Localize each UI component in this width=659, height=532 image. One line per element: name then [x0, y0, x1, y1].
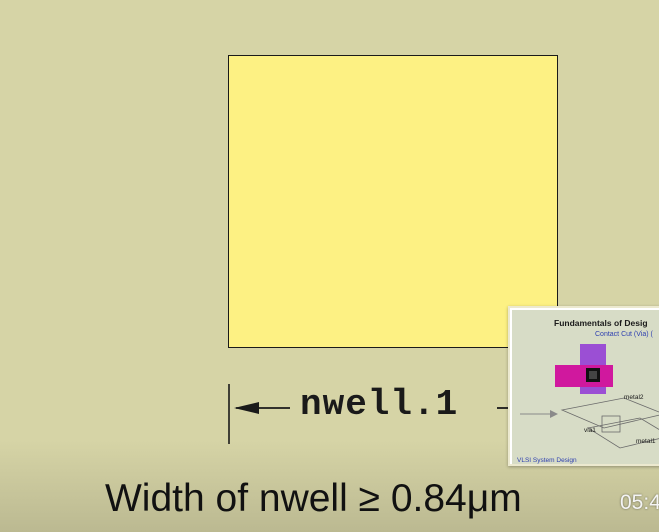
via-contact-inner	[589, 371, 597, 379]
thumbnail-label-via1: via1	[584, 427, 596, 434]
video-timestamp: 05:4	[620, 491, 659, 514]
thumbnail-title: Fundamentals of Desig	[554, 318, 648, 328]
dimension-label: nwell.1	[300, 384, 459, 425]
dimension-arrowhead-left	[234, 402, 259, 414]
thumbnail-label-metal2: metal2	[624, 394, 644, 401]
metal1-plate	[586, 417, 659, 449]
metal2-plate	[560, 397, 659, 429]
nwell-rectangle	[228, 55, 558, 348]
thumbnail-slide: Fundamentals of Desig Contact Cut (Via) …	[512, 310, 659, 464]
thumbnail-subtitle: Contact Cut (Via) (	[595, 331, 653, 338]
rule-caption: Width of nwell ≥ 0.84μm	[105, 477, 522, 520]
via-illustration	[520, 344, 659, 449]
magenta-metal-layer	[555, 365, 613, 387]
preview-thumbnail[interactable]: Fundamentals of Desig Contact Cut (Via) …	[508, 306, 659, 466]
thumbnail-footer: VLSI System Design	[517, 457, 577, 464]
thumbnail-label-metal1: metal1	[636, 438, 656, 445]
via1-block	[601, 415, 621, 433]
thumb-arrowhead	[550, 410, 558, 418]
